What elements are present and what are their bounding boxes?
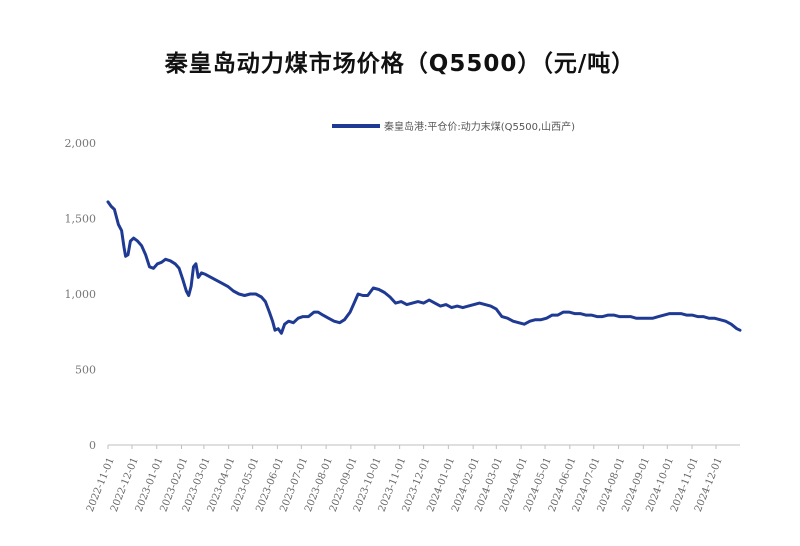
series-line — [106, 200, 742, 335]
y-tick-label: 1,000 — [65, 288, 97, 301]
y-tick-label: 1,500 — [65, 213, 97, 226]
y-tick-label: 2,000 — [65, 137, 97, 150]
x-axis-ticks: 2022-11-012022-12-012023-01-012023-02-01… — [85, 445, 725, 514]
legend: 秦皇岛港:平仓价:动力末煤(Q5500,山西产) — [332, 120, 575, 133]
legend-label: 秦皇岛港:平仓价:动力末煤(Q5500,山西产) — [384, 120, 575, 133]
chart-title: 秦皇岛动力煤市场价格（Q5500）（元/吨） — [164, 51, 636, 77]
y-axis-ticks: 0 500 1,000 1,500 2,000 — [65, 137, 97, 452]
series-group — [106, 200, 742, 335]
y-tick-label: 500 — [75, 364, 96, 377]
y-tick-label: 0 — [89, 439, 96, 452]
